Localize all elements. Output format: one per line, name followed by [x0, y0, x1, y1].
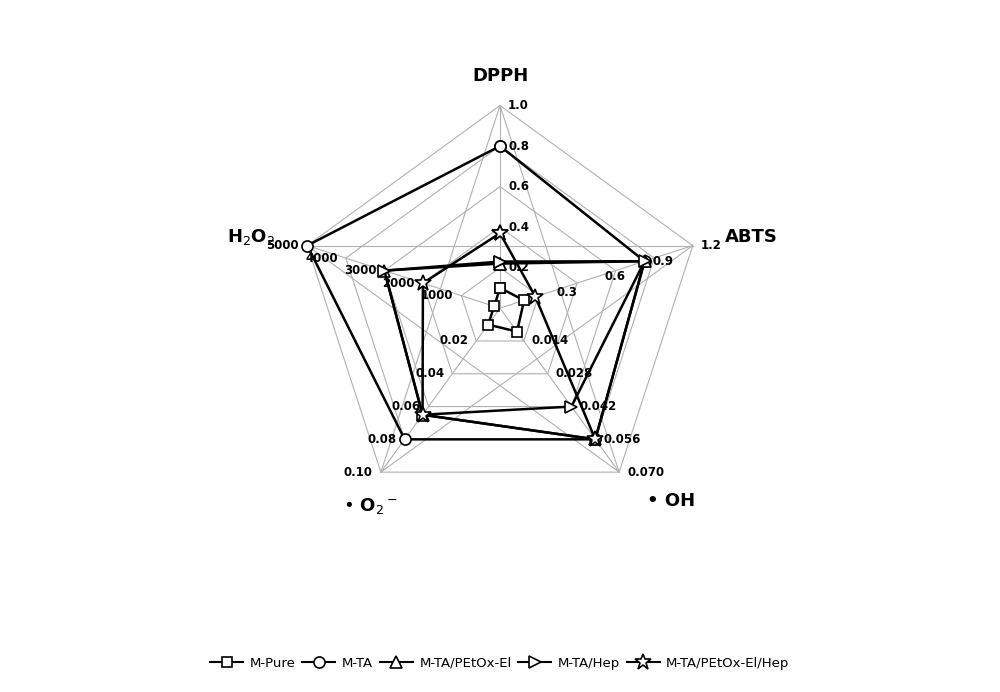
- M-TA: [589, 435, 601, 444]
- Text: 5000: 5000: [267, 239, 299, 252]
- M-TA/Hep: [565, 403, 577, 411]
- M-TA/PEtOx-El/Hep: [529, 293, 541, 301]
- M-Pure: [482, 320, 494, 329]
- M-TA/Hep: [378, 266, 390, 275]
- Text: 0.4: 0.4: [508, 221, 529, 234]
- Text: ABTS: ABTS: [725, 228, 778, 246]
- Line: M-TA/Hep: M-TA/Hep: [379, 255, 650, 420]
- Text: 0.6: 0.6: [508, 180, 529, 193]
- Text: 1000: 1000: [421, 289, 453, 302]
- M-Pure: [488, 302, 500, 311]
- Legend: M-Pure, M-TA, M-TA/PEtOx-El, M-TA/Hep, M-TA/PEtOx-El/Hep: M-Pure, M-TA, M-TA/PEtOx-El, M-TA/Hep, M…: [205, 651, 795, 675]
- Line: M-Pure: M-Pure: [483, 283, 529, 336]
- Line: M-TA/PEtOx-El: M-TA/PEtOx-El: [379, 255, 650, 445]
- M-TA/PEtOx-El/Hep: [417, 410, 429, 419]
- M-TA/PEtOx-El/Hep: [589, 435, 601, 444]
- M-TA/PEtOx-El/Hep: [494, 229, 506, 237]
- Text: H$_2$O$_2$: H$_2$O$_2$: [227, 228, 275, 248]
- M-TA/PEtOx-El: [639, 257, 651, 265]
- Text: 0.014: 0.014: [532, 334, 569, 347]
- M-TA/PEtOx-El: [417, 410, 429, 419]
- M-TA/PEtOx-El: [494, 260, 506, 268]
- M-TA/Hep: [494, 257, 506, 266]
- M-TA: [301, 242, 313, 250]
- Text: 0.056: 0.056: [603, 433, 641, 446]
- M-TA: [494, 142, 506, 150]
- Text: 0.2: 0.2: [508, 261, 529, 274]
- M-TA: [399, 435, 411, 444]
- M-TA/Hep: [494, 257, 506, 266]
- Text: 0.10: 0.10: [344, 466, 373, 479]
- Text: 0.042: 0.042: [580, 400, 617, 413]
- Text: 0.08: 0.08: [367, 433, 397, 446]
- Text: 0.02: 0.02: [439, 334, 468, 347]
- M-TA/PEtOx-El/Hep: [417, 279, 429, 287]
- Text: 0.028: 0.028: [556, 367, 593, 381]
- Line: M-TA: M-TA: [302, 140, 650, 445]
- Text: 0.9: 0.9: [653, 255, 674, 268]
- Text: 3000: 3000: [344, 264, 376, 277]
- Text: 2000: 2000: [382, 277, 415, 290]
- M-TA/Hep: [639, 257, 651, 265]
- Text: • O$_2$$^-$: • O$_2$$^-$: [343, 496, 398, 516]
- M-TA: [494, 142, 506, 150]
- Text: 4000: 4000: [305, 252, 338, 264]
- M-TA: [639, 257, 651, 265]
- M-TA/Hep: [417, 410, 429, 419]
- Text: DPPH: DPPH: [472, 67, 528, 85]
- M-Pure: [511, 327, 523, 336]
- M-Pure: [494, 284, 506, 292]
- Text: 1.0: 1.0: [508, 99, 529, 112]
- M-TA/PEtOx-El: [589, 435, 601, 444]
- Text: 0.04: 0.04: [415, 367, 444, 381]
- Text: 1.2: 1.2: [701, 239, 722, 252]
- Text: 0.06: 0.06: [391, 400, 420, 413]
- M-TA/PEtOx-El: [378, 266, 390, 275]
- Text: 0.3: 0.3: [556, 286, 577, 299]
- M-TA/PEtOx-El: [494, 260, 506, 268]
- M-Pure: [518, 296, 530, 304]
- Line: M-TA/PEtOx-El/Hep: M-TA/PEtOx-El/Hep: [414, 225, 604, 448]
- Text: 0.8: 0.8: [508, 140, 529, 152]
- M-Pure: [494, 284, 506, 292]
- Text: • OH: • OH: [647, 493, 696, 511]
- Text: 0.070: 0.070: [627, 466, 664, 479]
- Text: 0.6: 0.6: [604, 271, 625, 284]
- M-TA/PEtOx-El/Hep: [494, 229, 506, 237]
